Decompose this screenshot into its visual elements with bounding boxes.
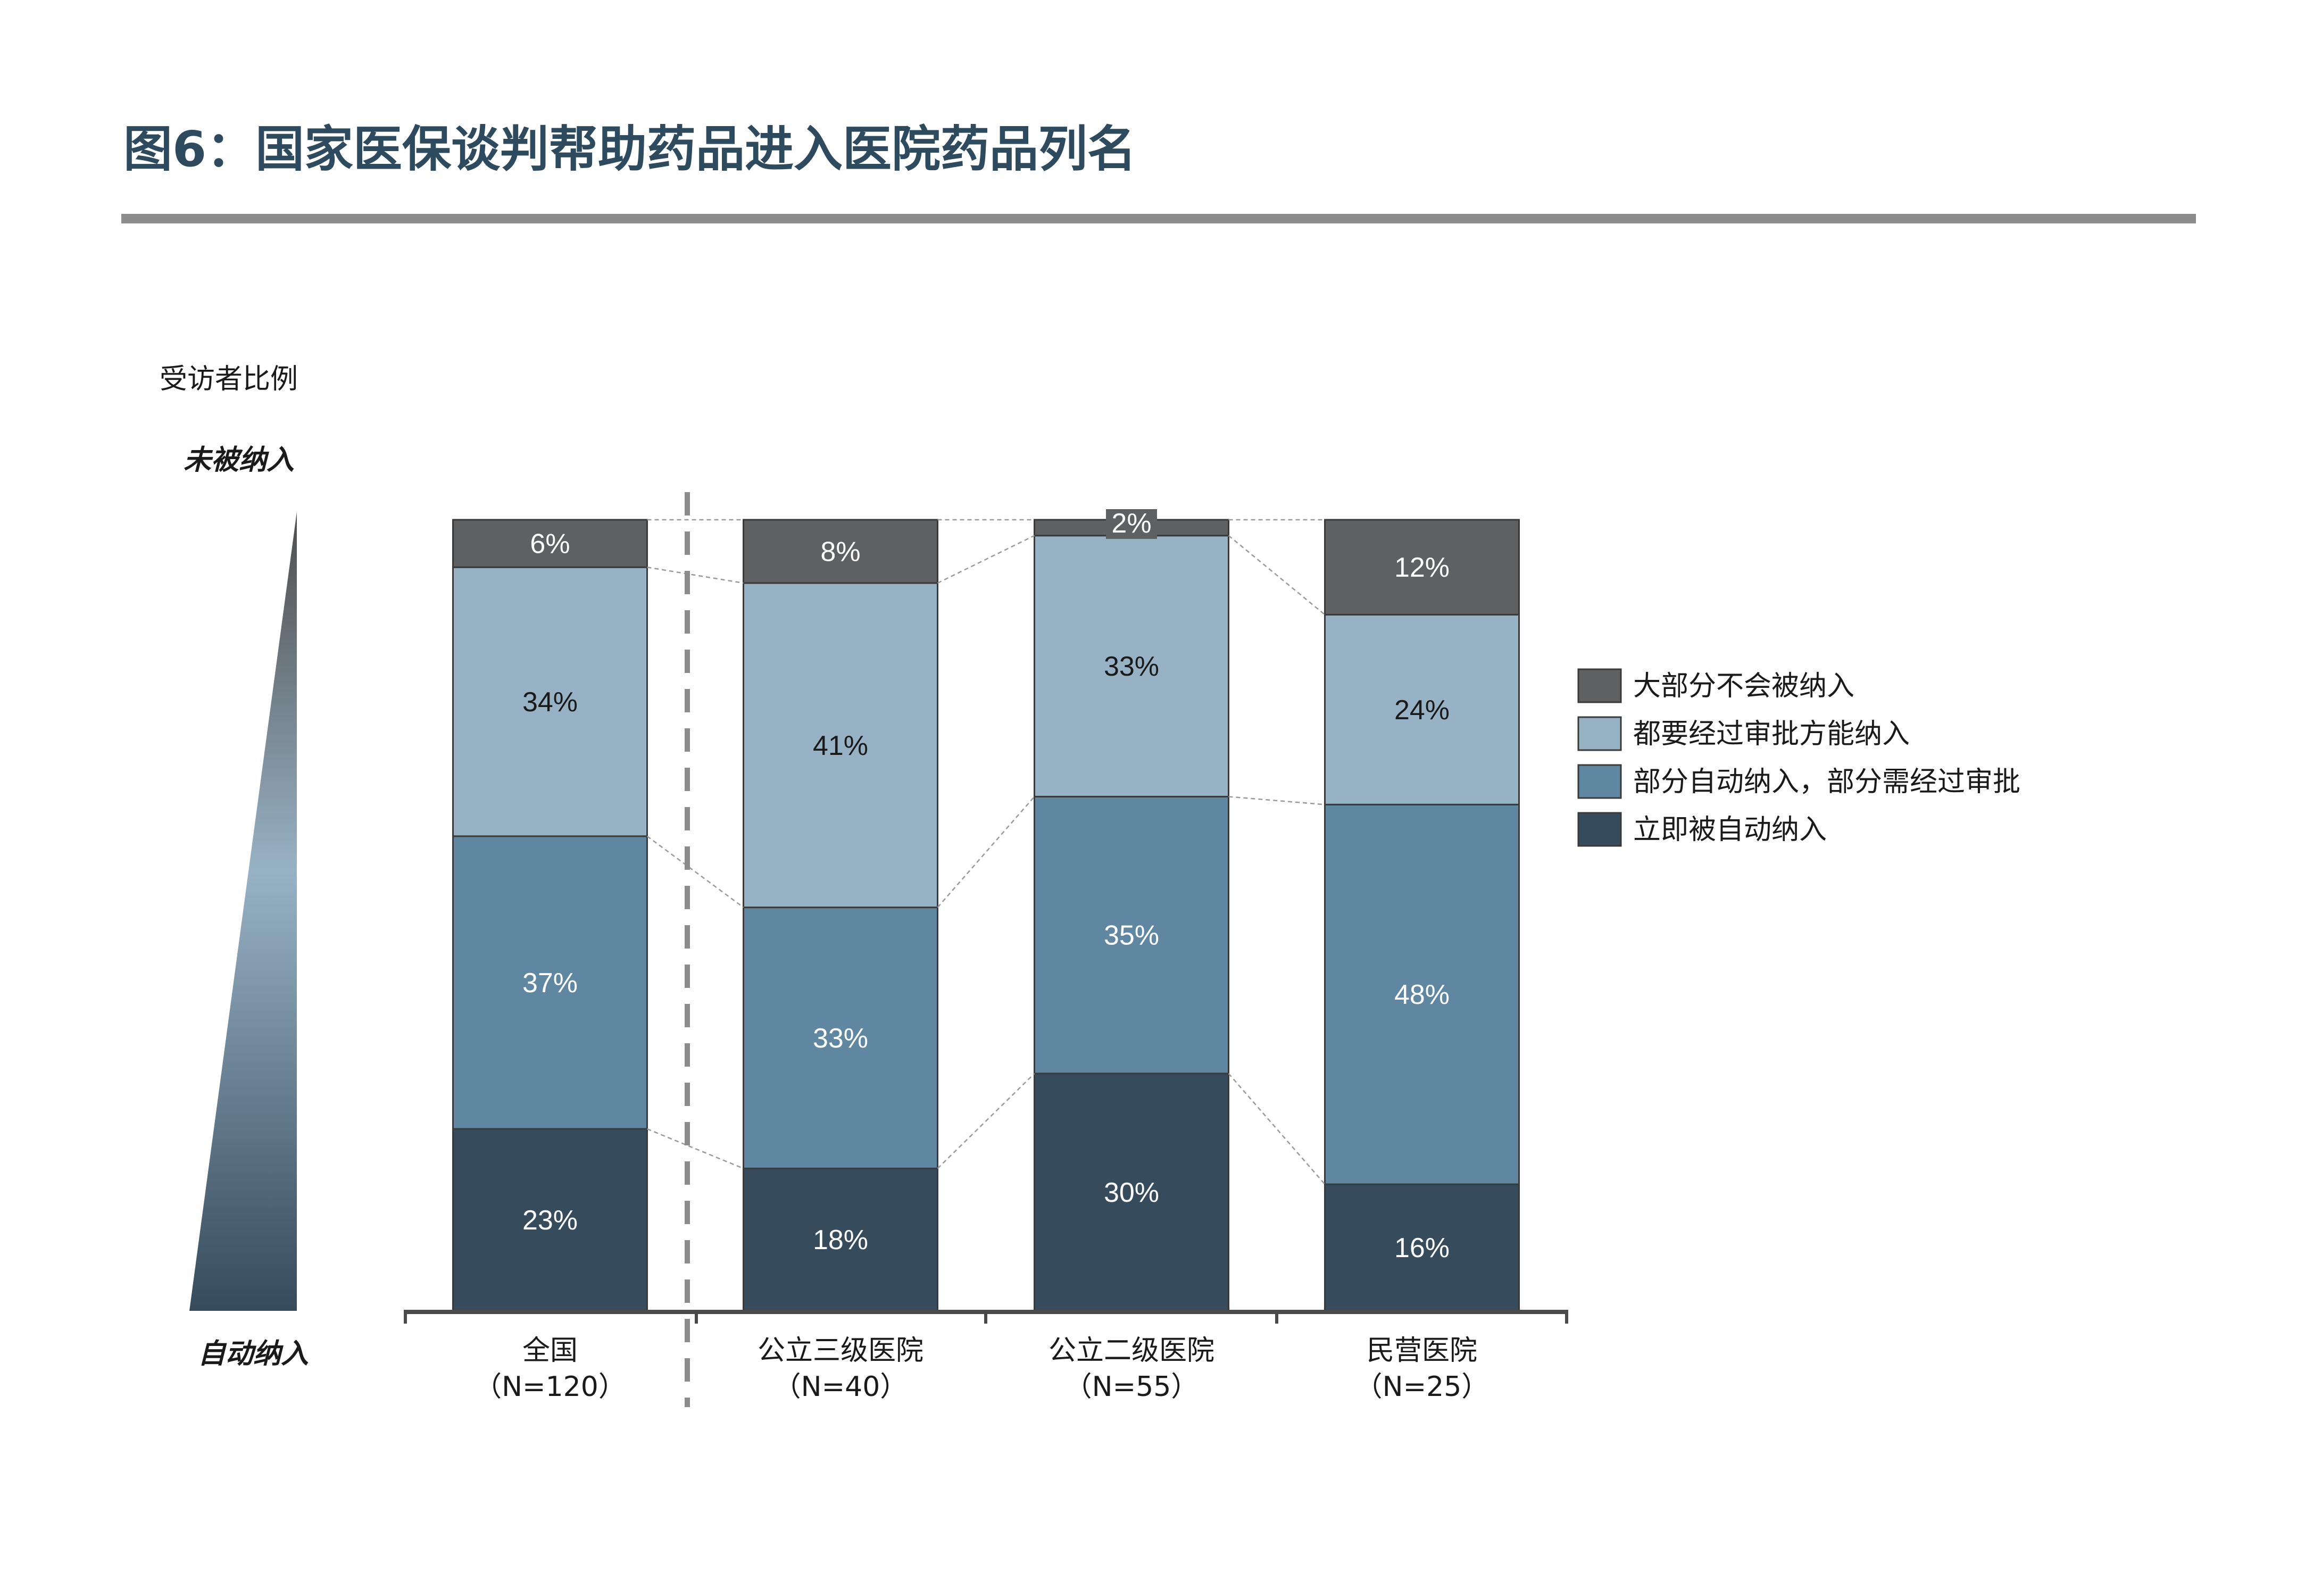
data-label: 16%: [1394, 1233, 1450, 1264]
x-tick-sublabel: （N=120）: [474, 1371, 626, 1403]
legend-label: 立即被自动纳入: [1633, 814, 1827, 846]
data-label: 18%: [813, 1225, 868, 1256]
legend-label: 都要经过审批方能纳入: [1633, 718, 1910, 750]
data-label: 6%: [530, 529, 570, 560]
scale-top-label: 未被纳入: [184, 444, 294, 476]
connector-line: [937, 1073, 1035, 1169]
data-label: 24%: [1394, 695, 1450, 726]
connector-line: [646, 835, 744, 908]
data-label-background: [1106, 509, 1157, 539]
connector-line: [1228, 1073, 1326, 1185]
legend-swatch: [1577, 764, 1622, 799]
title-rule: [121, 214, 2196, 223]
data-label: 48%: [1394, 979, 1450, 1010]
bar-segment: [743, 907, 938, 1169]
connector-line: [1228, 796, 1325, 805]
legend-swatch: [1577, 668, 1622, 703]
connector-line: [937, 535, 1035, 584]
x-tick-sublabel: （N=25）: [1355, 1371, 1489, 1403]
bar-segment: [743, 582, 938, 909]
connector-line: [937, 796, 1035, 908]
stacked-bar-chart: 23% 37% 34% 6% 全国 （N=120） 18% 33% 41% 8% 公立三级医院 （N=…: [404, 508, 1568, 1403]
scale-gradient-wedge: [189, 512, 297, 1311]
data-label: 37%: [522, 968, 578, 999]
x-tick-label: 公立三级医院: [758, 1335, 923, 1367]
bar-segment: [1324, 803, 1520, 1185]
x-tick-sublabel: （N=40）: [773, 1371, 908, 1403]
x-tick-label: 全国: [522, 1335, 578, 1367]
y-axis-label: 受访者比例: [160, 363, 298, 395]
bar-segment: [1324, 1183, 1520, 1312]
data-label: 41%: [813, 730, 868, 761]
bar-segment: [1034, 535, 1229, 797]
bar-segment: [1324, 519, 1520, 616]
bar-segment: [1324, 613, 1520, 805]
data-label: 8%: [820, 536, 860, 567]
data-label: 33%: [1104, 651, 1159, 682]
legend-swatch: [1577, 812, 1622, 847]
legend-swatch: [1577, 716, 1622, 751]
data-label: 23%: [522, 1205, 578, 1236]
bar-segment: [1034, 795, 1229, 1075]
connector-line: [647, 566, 744, 584]
x-tick-label: 民营医院: [1367, 1335, 1477, 1367]
chart-title: 图6：国家医保谈判帮助药品进入医院药品列名: [123, 121, 1136, 178]
data-label: 12%: [1394, 552, 1450, 583]
legend-label: 大部分不会被纳入: [1633, 670, 1854, 702]
data-label: 35%: [1104, 920, 1159, 951]
bar-segment: [452, 519, 648, 568]
connector-line: [1228, 535, 1326, 616]
data-label: 2%: [1111, 508, 1151, 539]
data-label: 33%: [813, 1023, 868, 1054]
data-label: 34%: [522, 687, 578, 718]
data-label: 30%: [1104, 1177, 1159, 1208]
bar-segment: [452, 835, 648, 1130]
legend-label: 部分自动纳入，部分需经过审批: [1633, 766, 2020, 798]
connector-line: [647, 1128, 744, 1169]
bar-segment: [743, 1167, 938, 1312]
scale-bottom-label: 自动纳入: [198, 1338, 309, 1370]
bar-segment: [743, 519, 938, 584]
x-tick-sublabel: （N=55）: [1064, 1371, 1199, 1403]
x-tick-label: 公立二级医院: [1049, 1335, 1214, 1367]
bar-segment: [452, 1128, 648, 1312]
